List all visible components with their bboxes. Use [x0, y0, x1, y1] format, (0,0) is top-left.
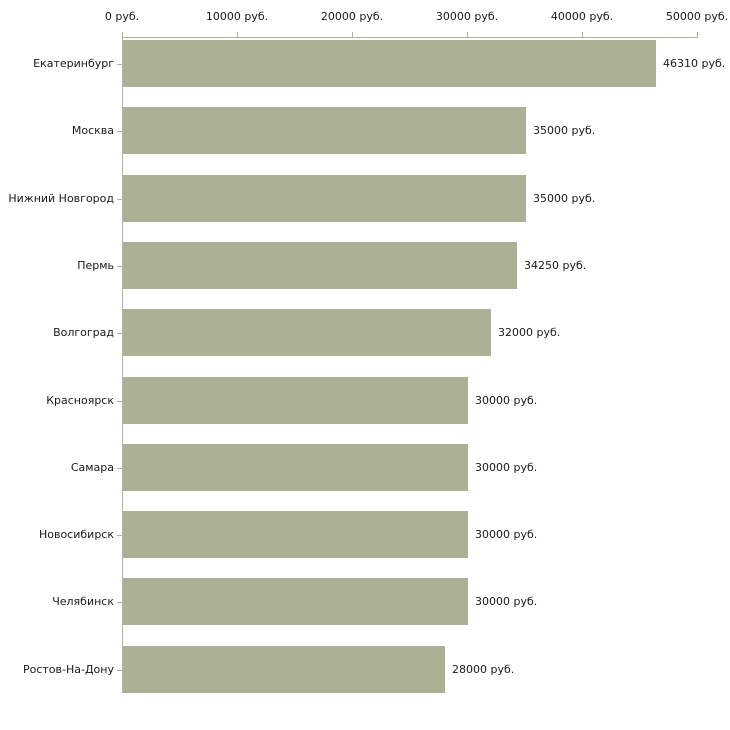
y-axis-tick: [117, 265, 122, 267]
x-axis-tick-label: 20000 руб.: [320, 10, 384, 23]
y-axis-tick: [117, 669, 122, 671]
bar-row[interactable]: Нижний Новгород 35000 руб.: [0, 175, 730, 222]
bar-value-label: 30000 руб.: [475, 461, 538, 474]
bar-row[interactable]: Челябинск 30000 руб.: [0, 578, 730, 625]
y-axis-tick: [117, 467, 122, 469]
y-axis-tick: [117, 601, 122, 603]
x-axis-tick: [467, 32, 468, 38]
y-axis-tick: [117, 130, 122, 132]
x-axis-tick: [122, 32, 123, 38]
x-axis-tick-label: 0 руб.: [104, 10, 140, 23]
bar-value-label: 35000 руб.: [533, 192, 596, 205]
bar-value-label: 32000 руб.: [498, 326, 561, 339]
y-axis-tick: [117, 534, 122, 536]
bar[interactable]: [123, 107, 526, 154]
x-axis-tick: [697, 32, 698, 38]
bar-value-label: 35000 руб.: [533, 124, 596, 137]
bar-row[interactable]: Красноярск 30000 руб.: [0, 377, 730, 424]
category-label: Волгоград: [53, 326, 114, 339]
x-axis-tick: [582, 32, 583, 38]
bar[interactable]: [123, 40, 656, 87]
bar-row[interactable]: Москва 35000 руб.: [0, 107, 730, 154]
bar-value-label: 28000 руб.: [452, 663, 515, 676]
y-axis-tick: [117, 400, 122, 402]
bar-value-label: 30000 руб.: [475, 394, 538, 407]
bar-row[interactable]: Ростов-На-Дону 28000 руб.: [0, 646, 730, 693]
y-axis-line: [122, 38, 123, 693]
bar[interactable]: [123, 444, 468, 491]
category-label: Новосибирск: [38, 528, 114, 541]
y-axis-tick: [117, 332, 122, 334]
bar[interactable]: [123, 511, 468, 558]
x-axis-line: [122, 37, 697, 38]
y-axis-tick: [117, 198, 122, 200]
y-axis-tick: [117, 63, 122, 65]
category-label: Ростов-На-Дону: [22, 663, 114, 676]
bar-row[interactable]: Пермь 34250 руб.: [0, 242, 730, 289]
bar-value-label: 46310 руб.: [663, 57, 726, 70]
x-axis-tick-label: 10000 руб.: [205, 10, 269, 23]
category-label: Екатеринбург: [33, 57, 114, 70]
category-label: Красноярск: [46, 394, 114, 407]
bar-row[interactable]: Волгоград 32000 руб.: [0, 309, 730, 356]
category-label: Москва: [71, 124, 114, 137]
category-label: Нижний Новгород: [8, 192, 114, 205]
category-label: Челябинск: [52, 595, 114, 608]
bar-row[interactable]: Екатеринбург 46310 руб.: [0, 40, 730, 87]
bar-value-label: 30000 руб.: [475, 595, 538, 608]
bar[interactable]: [123, 309, 491, 356]
bar-value-label: 30000 руб.: [475, 528, 538, 541]
x-axis-tick-label: 40000 руб.: [550, 10, 614, 23]
category-label: Пермь: [77, 259, 114, 272]
bar-row[interactable]: Новосибирск 30000 руб.: [0, 511, 730, 558]
bar[interactable]: [123, 646, 445, 693]
bar-value-label: 34250 руб.: [524, 259, 587, 272]
x-axis-tick-label: 30000 руб.: [435, 10, 499, 23]
bar[interactable]: [123, 242, 517, 289]
x-axis-tick: [352, 32, 353, 38]
x-axis-tick: [237, 32, 238, 38]
x-axis-tick-label: 50000 руб.: [665, 10, 729, 23]
bar-row[interactable]: Самара 30000 руб.: [0, 444, 730, 491]
bar[interactable]: [123, 578, 468, 625]
category-label: Самара: [70, 461, 114, 474]
bar[interactable]: [123, 377, 468, 424]
bar[interactable]: [123, 175, 526, 222]
